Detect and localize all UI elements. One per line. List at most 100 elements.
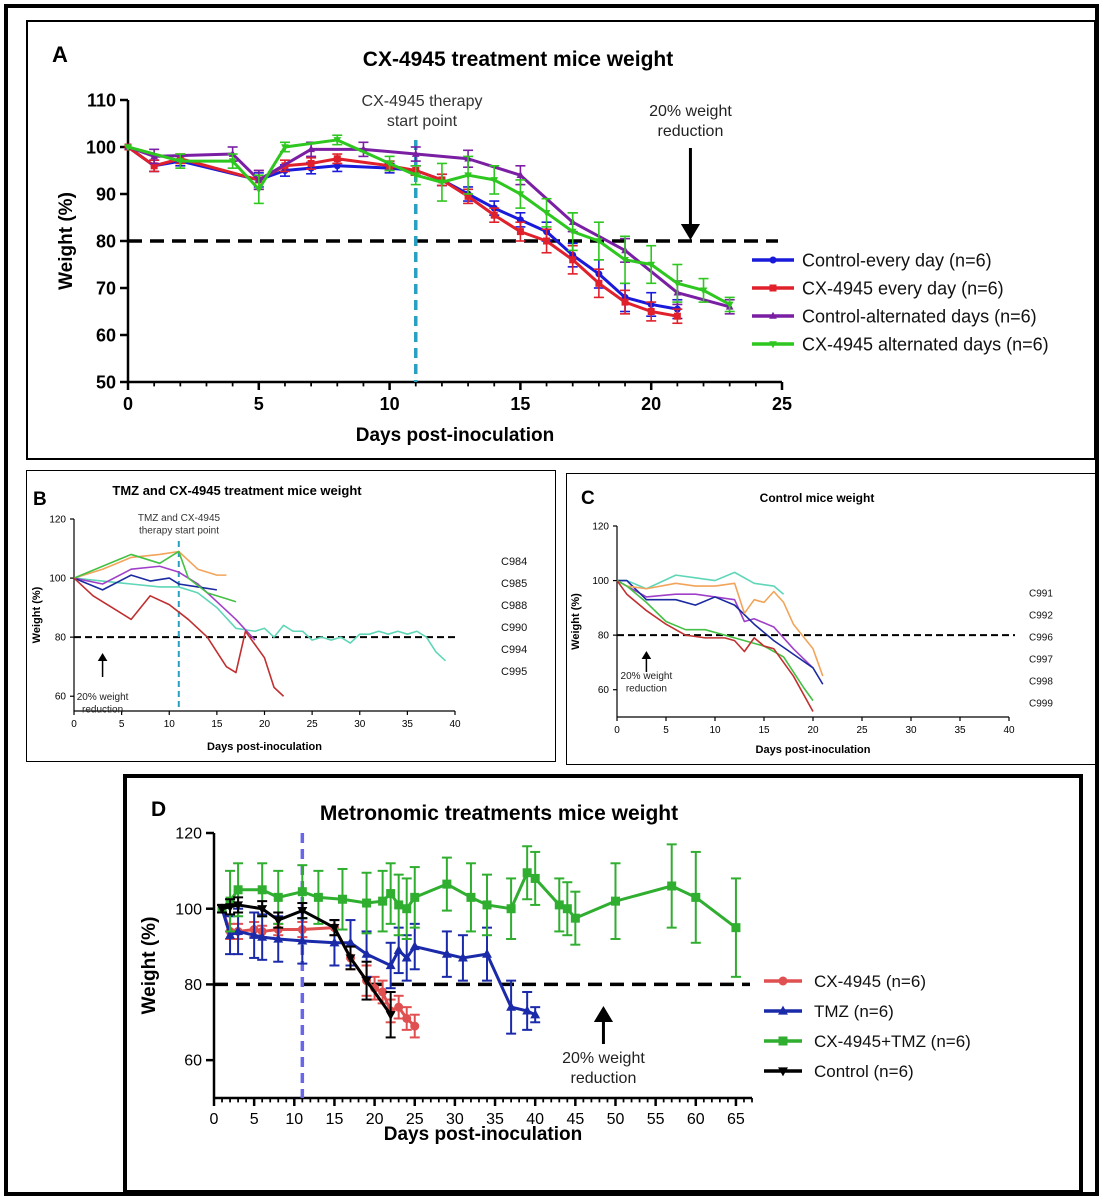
series-line	[221, 871, 737, 929]
y-axis-label: Weight (%)	[56, 192, 77, 290]
legend-label: CX-4945+TMZ (n=6)	[814, 1032, 971, 1051]
series-Control (n=6)	[217, 896, 396, 1039]
weight-reduction-annotation: reduction	[82, 705, 123, 716]
series-line	[221, 903, 392, 1016]
data-point	[543, 237, 551, 245]
data-point	[361, 948, 372, 958]
series-line	[73, 577, 447, 662]
panel-d: D Metronomic treatments mice weight 0 5 10 15…	[123, 774, 1083, 1194]
panel-a-chart: A CX-4945 treatment mice weight 0 5 10 15 20 25…	[52, 42, 1049, 446]
data-point	[150, 152, 159, 160]
data-point	[329, 924, 340, 934]
therapy-start-annotation: start point	[387, 113, 458, 130]
y-tick-label: 80	[598, 631, 610, 642]
series-C992	[616, 579, 814, 669]
legend-label: Control (n=6)	[814, 1062, 914, 1081]
y-tick-label: 90	[96, 184, 116, 204]
legend-label: C994	[501, 644, 527, 656]
x-tick-label: 0	[71, 719, 77, 730]
weight-reduction-annotation: 20% weight	[621, 671, 673, 682]
data-point	[769, 341, 777, 349]
data-point	[233, 926, 244, 936]
x-tick-label: 10	[380, 394, 400, 414]
x-tick-label: 15	[211, 719, 223, 730]
data-point	[410, 892, 420, 902]
arrow-head	[97, 653, 108, 661]
legend-label: CX-4945 every day (n=6)	[802, 278, 1004, 298]
legend-label: CX-4945 (n=6)	[814, 972, 926, 991]
data-point	[176, 158, 185, 166]
legend-label: C984	[501, 556, 527, 568]
data-point	[385, 1011, 396, 1021]
legend-item: CX-4945 (n=6)	[764, 972, 926, 991]
panel-c-chart: C Control mice weight 0 5 10 15 20 25 30 35 40 60 80…	[570, 488, 1053, 756]
data-point	[621, 257, 629, 264]
series-line	[616, 579, 814, 669]
legend-item: C988	[501, 600, 527, 612]
chart-title: Control mice weight	[760, 491, 875, 505]
y-axis-label: Weight (%)	[31, 586, 43, 643]
x-tick-label: 40	[1003, 725, 1015, 736]
legend-item: TMZ (n=6)	[764, 1002, 894, 1021]
series-C990	[73, 550, 227, 579]
panel-c: C Control mice weight 0 5 10 15 20 25 30 35 40 60 80…	[566, 473, 1096, 765]
data-point	[233, 885, 243, 895]
series-line	[127, 138, 731, 306]
x-tick-label: 25	[406, 1111, 424, 1128]
legend-label: C998	[1029, 677, 1053, 688]
legend-item: CX-4945+TMZ (n=6)	[764, 1032, 971, 1051]
legend-label: C990	[501, 622, 527, 634]
panel-letter: A	[52, 42, 68, 67]
series-C997	[616, 579, 824, 677]
legend-item: C991	[1029, 589, 1053, 600]
x-tick-label: 40	[449, 719, 461, 730]
series-line	[73, 565, 256, 641]
x-tick-label: 0	[614, 725, 620, 736]
data-point	[329, 937, 340, 947]
data-point	[530, 873, 540, 883]
legend-item: C999	[1029, 699, 1053, 710]
x-tick-label: 35	[954, 725, 966, 736]
data-point	[402, 1014, 412, 1023]
data-point	[464, 192, 472, 200]
data-point	[378, 896, 388, 906]
y-tick-label: 60	[598, 685, 610, 696]
data-point	[124, 144, 132, 152]
series-line	[616, 579, 814, 702]
data-point	[394, 1002, 404, 1012]
series-TMZ (n=6)	[217, 903, 541, 1035]
legend-label: Control-alternated days (n=6)	[802, 306, 1037, 326]
series-C999	[616, 580, 814, 712]
x-tick-label: 25	[856, 725, 868, 736]
data-point	[401, 952, 412, 962]
legend-label: TMZ (n=6)	[814, 1002, 894, 1021]
panel-letter: B	[33, 489, 47, 510]
data-point	[249, 929, 260, 939]
series-line	[127, 145, 678, 311]
data-point	[257, 931, 268, 941]
data-point	[362, 898, 372, 908]
data-point	[731, 923, 741, 933]
figure-frame	[4, 4, 1099, 1196]
legend-item: CX-4945 alternated days (n=6)	[752, 334, 1049, 354]
data-point	[225, 903, 236, 913]
y-axis-label: Weight (%)	[570, 593, 582, 650]
x-tick-label: 20	[641, 394, 661, 414]
data-point	[506, 904, 516, 914]
data-point	[273, 892, 283, 902]
legend-label: C991	[1029, 589, 1053, 600]
series-line	[127, 145, 678, 318]
data-point	[438, 179, 446, 187]
data-point	[281, 144, 289, 152]
series-line	[616, 579, 824, 677]
data-point	[297, 887, 307, 897]
data-point	[393, 944, 404, 954]
data-point	[595, 279, 603, 287]
data-point	[254, 186, 263, 194]
series-C998	[616, 579, 814, 702]
legend-item: Control-alternated days (n=6)	[752, 306, 1037, 326]
legend-label: C999	[1029, 699, 1053, 710]
weight-reduction-annotation: 20% weight	[562, 1050, 645, 1067]
x-tick-label: 65	[727, 1111, 745, 1128]
data-point	[482, 900, 492, 910]
